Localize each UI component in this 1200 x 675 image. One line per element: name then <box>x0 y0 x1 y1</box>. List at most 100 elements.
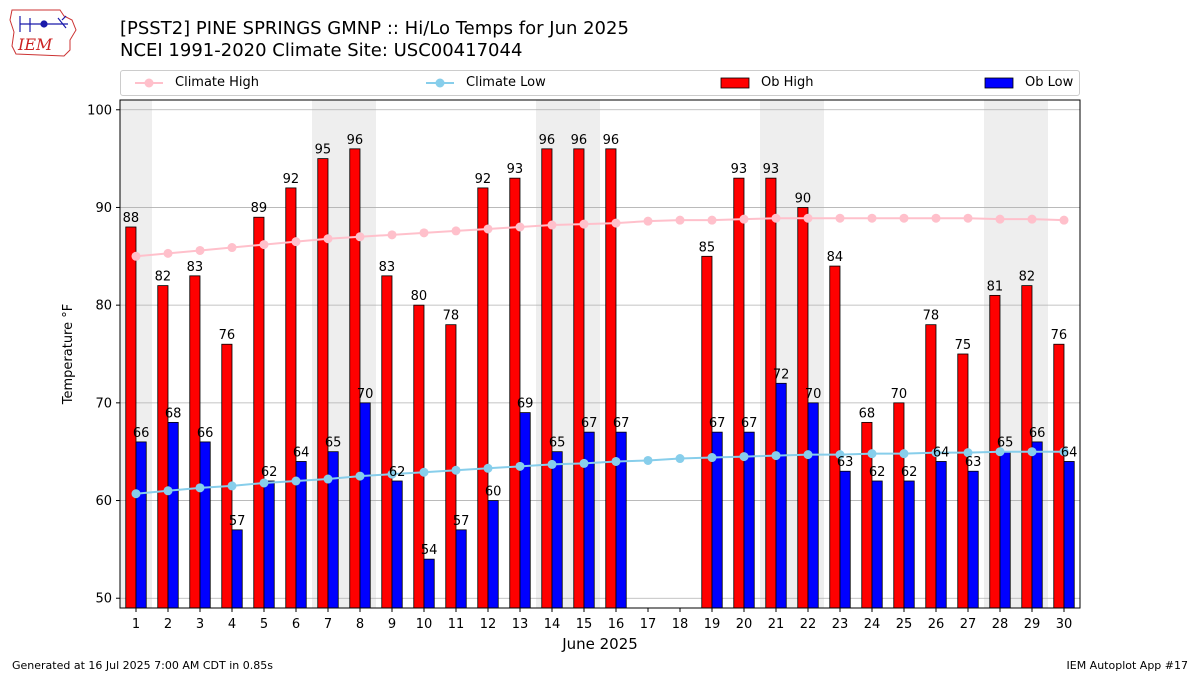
ob-high-label: 93 <box>731 162 748 177</box>
ob-high-label: 75 <box>955 338 972 353</box>
ob-low-bar <box>263 480 275 609</box>
ob-low-label: 57 <box>229 514 246 529</box>
ob-high-label: 81 <box>987 279 1004 294</box>
ob-low-bar <box>583 431 595 609</box>
bars <box>125 148 1075 609</box>
climate-low-point <box>291 476 301 486</box>
ob-high-label: 76 <box>219 328 236 343</box>
legend-label: Ob High <box>761 75 814 90</box>
ob-high-bar <box>509 177 521 609</box>
climate-high-point <box>835 213 845 223</box>
y-axis-label: Temperature °F <box>61 304 76 405</box>
ob-high-bar <box>957 353 969 609</box>
climate-high-point <box>291 237 301 247</box>
ob-low-bar <box>487 500 499 609</box>
chart-title: [PSST2] PINE SPRINGS GMNP :: Hi/Lo Temps… <box>120 18 629 39</box>
ob-high-bar <box>861 421 873 609</box>
ob-low-bar <box>295 461 307 609</box>
ob-low-bar <box>455 529 467 609</box>
x-tick-label: 9 <box>388 617 396 632</box>
ob-low-bar <box>743 431 755 609</box>
generated-timestamp: Generated at 16 Jul 2025 7:00 AM CDT in … <box>12 659 273 672</box>
ob-high-bar <box>413 304 425 609</box>
climate-high-point <box>387 230 397 240</box>
ob-low-bar <box>1031 441 1043 609</box>
climate-high-point <box>867 213 877 223</box>
x-tick-label: 16 <box>608 617 625 632</box>
ob-high-label: 84 <box>827 250 844 265</box>
climate-high-point <box>323 234 333 244</box>
ob-low-label: 67 <box>741 416 758 431</box>
ob-high-bar <box>1021 285 1033 609</box>
climate-low-point <box>387 469 397 479</box>
ob-low-bar <box>999 451 1011 609</box>
weekend-band <box>120 100 152 608</box>
ob-low-label: 62 <box>869 465 886 480</box>
ob-high-label: 70 <box>891 387 908 402</box>
ob-high-label: 83 <box>379 260 396 275</box>
climate-high-point <box>643 216 653 226</box>
climate-low-point <box>515 461 525 471</box>
ob-low-label: 70 <box>805 387 822 402</box>
ob-low-label: 62 <box>261 465 278 480</box>
x-tick-label: 10 <box>416 617 433 632</box>
y-tick-label: 70 <box>95 396 112 411</box>
climate-low-point <box>483 463 493 473</box>
legend-label: Climate High <box>175 75 260 90</box>
ob-low-bar <box>903 480 915 609</box>
x-tick-label: 26 <box>928 617 945 632</box>
ob-low-label: 65 <box>997 436 1014 451</box>
ob-high-label: 78 <box>443 309 460 324</box>
climate-high-point <box>675 215 685 225</box>
climate-low-point <box>739 452 749 462</box>
ob-low-label: 67 <box>709 416 726 431</box>
ob-low-bar <box>167 421 179 609</box>
gridlines <box>120 109 1080 599</box>
climate-high-point <box>963 213 973 223</box>
x-tick-label: 20 <box>736 617 753 632</box>
ob-high-label: 93 <box>507 162 524 177</box>
ob-high-label: 96 <box>347 133 364 148</box>
weekend-band <box>792 100 824 608</box>
ob-high-bar <box>477 187 489 609</box>
x-axis-label: June 2025 <box>561 635 638 653</box>
climate-low-point <box>867 449 877 459</box>
y-tick-label: 80 <box>95 299 112 314</box>
climate-low-point <box>131 489 141 499</box>
x-tick-label: 13 <box>512 617 529 632</box>
ob-low-label: 65 <box>325 436 342 451</box>
climate-low-point <box>1059 447 1069 457</box>
ob-high-label: 80 <box>411 289 428 304</box>
climate-high-point <box>803 213 813 223</box>
ob-high-label: 89 <box>251 201 268 216</box>
ob-high-label: 92 <box>475 172 492 187</box>
legend-line-marker-icon <box>426 78 454 88</box>
weekend-band <box>760 100 792 608</box>
ob-low-bar <box>199 441 211 609</box>
ob-low-bar <box>359 402 371 609</box>
climate-low-point <box>419 467 429 477</box>
ob-low-bar <box>1063 461 1075 609</box>
ob-low-bar <box>231 529 243 609</box>
ob-high-bar <box>157 285 169 609</box>
ob-low-bar <box>391 480 403 609</box>
climate-high-point <box>259 240 269 250</box>
weekend-band <box>536 100 568 608</box>
climate-low-point <box>1027 447 1037 457</box>
climate-high-point <box>419 228 429 238</box>
climate-high-point <box>1059 215 1069 225</box>
x-tick-label: 14 <box>544 617 561 632</box>
climate-low-point <box>259 478 269 488</box>
x-tick-label: 17 <box>640 617 657 632</box>
climate-low-point <box>771 451 781 461</box>
ob-high-bar <box>221 343 233 609</box>
ob-low-label: 64 <box>1061 445 1078 460</box>
climate-high-point <box>483 224 493 234</box>
iem-logo: IEM <box>9 9 77 57</box>
climate-high-point <box>611 218 621 228</box>
ob-high-bar <box>189 275 201 609</box>
climate-low-point <box>195 483 205 493</box>
ob-low-bar <box>327 451 339 609</box>
climate-high-point <box>899 213 909 223</box>
ob-low-label: 67 <box>581 416 598 431</box>
